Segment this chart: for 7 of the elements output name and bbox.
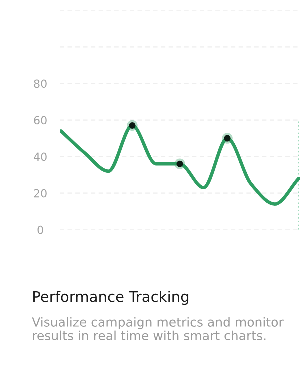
y-tick-label: 60 <box>34 116 47 125</box>
text: Visualize campaign metrics and monitor results in real time with smart charts. <box>32 317 284 340</box>
text: Performance Tracking <box>34 291 189 306</box>
y-tick-label: 20 <box>34 189 47 198</box>
y-tick-label: 40 <box>34 152 47 162</box>
y-tick-label: 80 <box>34 80 47 88</box>
y-tick-label: 0 <box>38 226 44 234</box>
